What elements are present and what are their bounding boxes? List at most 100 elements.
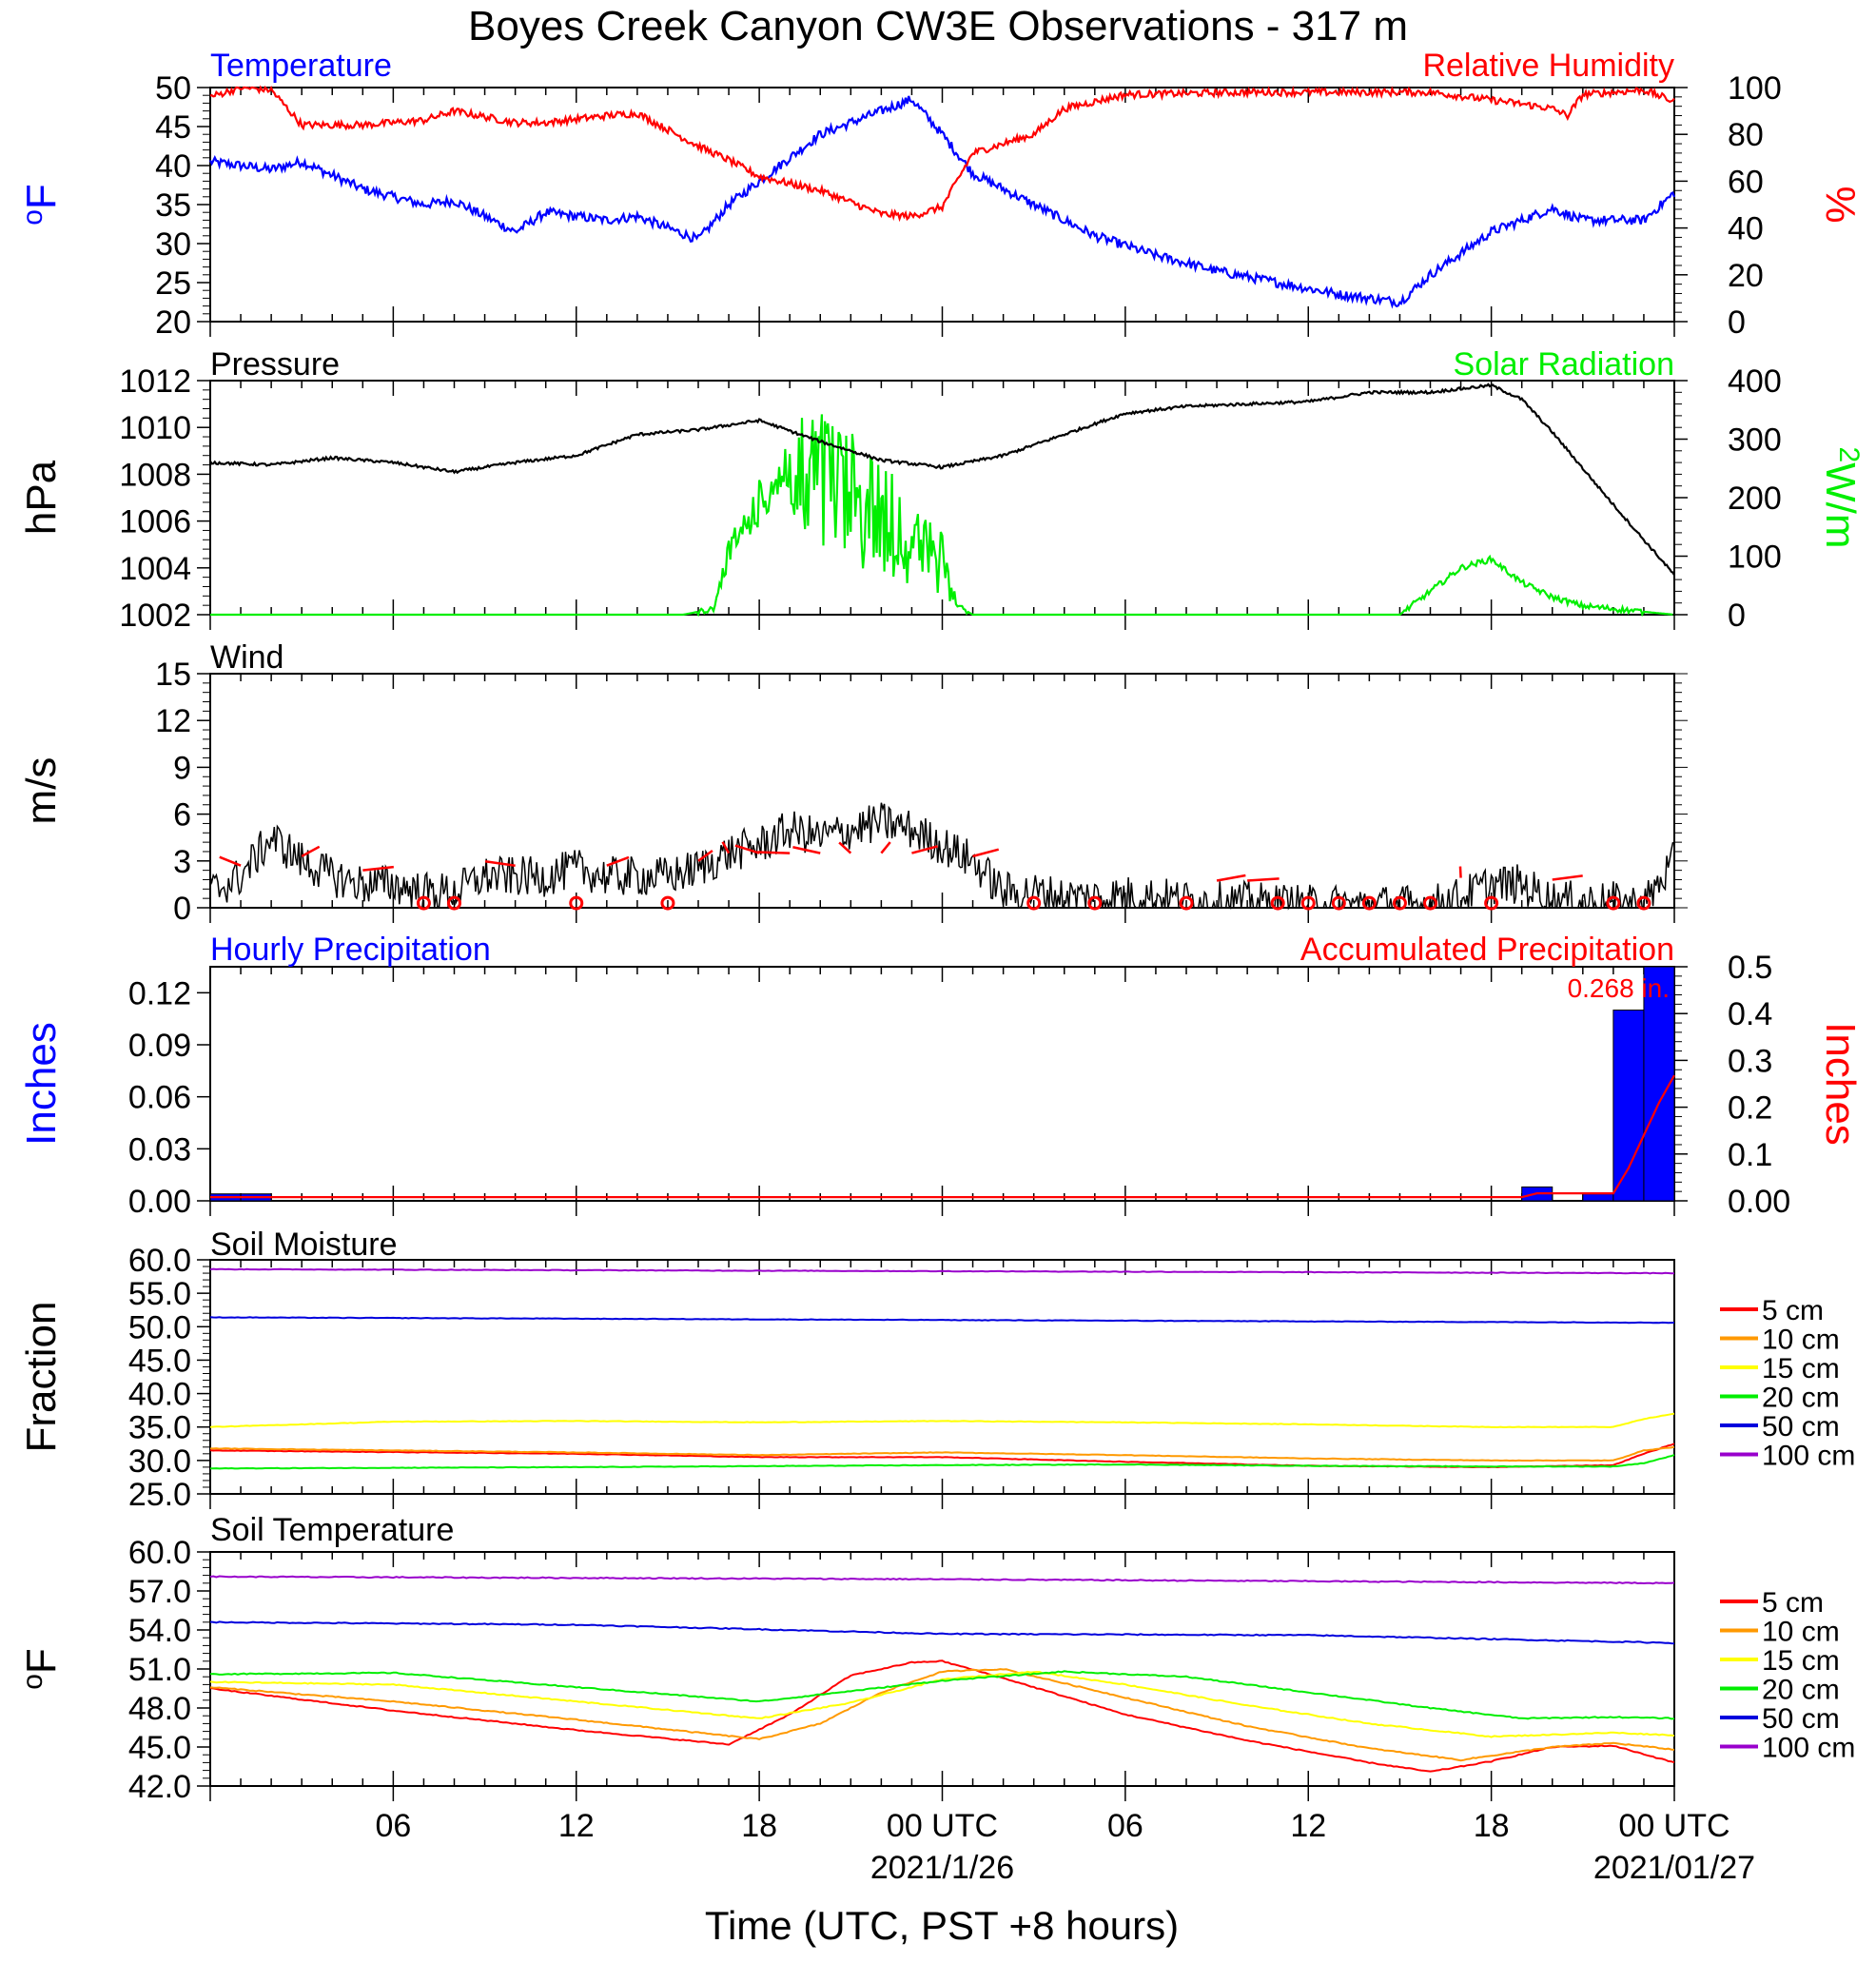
pressure-y-ticks: 1012 1010 1008 1006 1004 1002: [119, 363, 210, 634]
rh-line: [209, 85, 1675, 223]
soil-temp-unit: oF: [17, 1648, 65, 1690]
legend-label: 15 cm: [1762, 1645, 1840, 1677]
rh-unit: %: [1817, 186, 1864, 223]
y-tick-label: 0: [1728, 598, 1746, 634]
wind-calm-circle: [1636, 895, 1651, 911]
y-tick-label: 300: [1728, 422, 1782, 459]
soil-temp-y-ticks: 60.057.054.051.048.045.042.0: [128, 1535, 210, 1805]
wind-calm-circle: [1606, 895, 1621, 911]
wind-right-ticks: [1674, 673, 1688, 909]
y-tick-label: 12: [155, 703, 191, 739]
legend-label: 50 cm: [1762, 1411, 1840, 1443]
accum-total-label: 0.268 in.: [1568, 973, 1670, 1003]
y-tick-label: 0.3: [1728, 1043, 1772, 1079]
pressure-x-ticks: [209, 381, 1675, 630]
y-tick-label: 0.03: [128, 1131, 191, 1168]
soil-temp-unit-base: F: [18, 1648, 65, 1674]
legend-label: 20 cm: [1762, 1383, 1840, 1414]
y-tick-label: 1004: [119, 551, 191, 587]
y-tick-label: 0.00: [128, 1184, 191, 1220]
y-tick-label: 40: [155, 148, 191, 185]
precip-bar: [1582, 1193, 1614, 1202]
soil-temp-unit-sup: o: [17, 1674, 49, 1690]
y-tick-label: 0.5: [1728, 950, 1772, 986]
wind-frame: [209, 673, 1675, 909]
precip-y-ticks: 0.12 0.09 0.06 0.03 0.00: [128, 975, 210, 1220]
soil_temp-x-ticks: [209, 1552, 1675, 1801]
soil-moisture-line: [209, 1454, 1675, 1470]
y-tick-label: 40: [1728, 211, 1764, 247]
y-tick-label: 51.0: [128, 1652, 191, 1688]
soil-moisture-line: [209, 1443, 1675, 1469]
x-tick-label: 06: [1107, 1808, 1143, 1844]
wind-calm-circle: [1423, 895, 1437, 911]
y-tick-label: 9: [173, 750, 191, 786]
y-tick-label: 35: [155, 187, 191, 224]
solar-y-ticks: 400 300 200 100 0: [1674, 363, 1782, 634]
y-tick-label: 40.0: [128, 1377, 191, 1413]
rh-y-ticks: 100 80 60 40 20 0: [1674, 70, 1782, 341]
legend-label: 100 cm: [1762, 1441, 1855, 1472]
y-tick-label: 100: [1728, 70, 1782, 107]
temp-unit-base: F: [18, 184, 65, 209]
wind-barb: [697, 850, 713, 862]
precip-bars: [209, 966, 1675, 1202]
wind-calm-circle: [1026, 895, 1042, 911]
x-axis-labels: 06 12 18 00 UTC 2021/1/26 06 12 18 00 UTC 2021/01…: [375, 1808, 1755, 1886]
wind-calm-circle: [447, 895, 461, 911]
y-tick-label: 0.1: [1728, 1137, 1772, 1173]
wind-barb: [301, 845, 321, 857]
wind-calm-circle: [1484, 895, 1499, 911]
precip-x-ticks: [209, 967, 1675, 1216]
wind-calm-circle: [1392, 895, 1407, 911]
soil-moisture-title: Soil Moisture: [210, 1227, 398, 1263]
chart-title: Boyes Creek Canyon CW3E Observations - 3…: [468, 3, 1408, 49]
y-tick-label: 3: [173, 844, 191, 880]
y-tick-label: 0.09: [128, 1028, 191, 1064]
y-tick-label: 80: [1728, 117, 1764, 153]
y-tick-label: 60: [1728, 164, 1764, 200]
precip-bar: [1612, 1010, 1645, 1202]
y-tick-label: 0: [1728, 304, 1746, 341]
soil-moisture-line: [209, 1316, 1675, 1325]
x-tick-label: 18: [1474, 1808, 1510, 1844]
legend-label: 10 cm: [1762, 1617, 1840, 1648]
y-tick-label: 0.00: [1728, 1184, 1790, 1220]
y-tick-label: 0.2: [1728, 1090, 1772, 1127]
y-tick-label: 0.12: [128, 975, 191, 1011]
soil-temp-title: Soil Temperature: [210, 1512, 454, 1548]
soil-temp-line: [209, 1620, 1675, 1645]
legend-label: 100 cm: [1762, 1733, 1855, 1764]
y-tick-label: 20: [155, 304, 191, 341]
x-tick-label: 00 UTC: [1618, 1808, 1729, 1844]
x-axis-title: Time (UTC, PST +8 hours): [705, 1903, 1179, 1948]
precip-right-unit: Inches: [1817, 1022, 1864, 1146]
pressure-title: Pressure: [210, 346, 340, 383]
y-tick-label: 45.0: [128, 1730, 191, 1766]
soil-moisture-line: [209, 1412, 1675, 1429]
wind-barb: [362, 865, 394, 872]
temp-unit: oF: [17, 184, 65, 226]
soil-temp-line: [209, 1659, 1675, 1773]
soil-moisture-line: [209, 1267, 1675, 1275]
y-tick-label: 1002: [119, 598, 191, 634]
pressure-frame: [209, 380, 1675, 616]
pressure-line: [209, 383, 1675, 577]
soil_moisture-x-ticks: [209, 1260, 1675, 1509]
y-tick-label: 50.0: [128, 1309, 191, 1345]
wind-barb: [484, 859, 516, 867]
x-tick-label: 12: [1290, 1808, 1326, 1844]
x-date-label: 2021/1/26: [870, 1850, 1014, 1886]
wind-barb: [972, 848, 1000, 858]
y-tick-label: 48.0: [128, 1691, 191, 1727]
soil_temp-frame: [209, 1551, 1675, 1787]
wind-calm-circle: [1361, 895, 1377, 911]
x-tick-label: 06: [375, 1808, 411, 1844]
wind-barb: [734, 844, 760, 854]
pressure-unit: hPa: [18, 460, 65, 535]
y-tick-label: 57.0: [128, 1574, 191, 1610]
soil_moisture-frame: [209, 1259, 1675, 1495]
y-tick-label: 100: [1728, 540, 1782, 576]
